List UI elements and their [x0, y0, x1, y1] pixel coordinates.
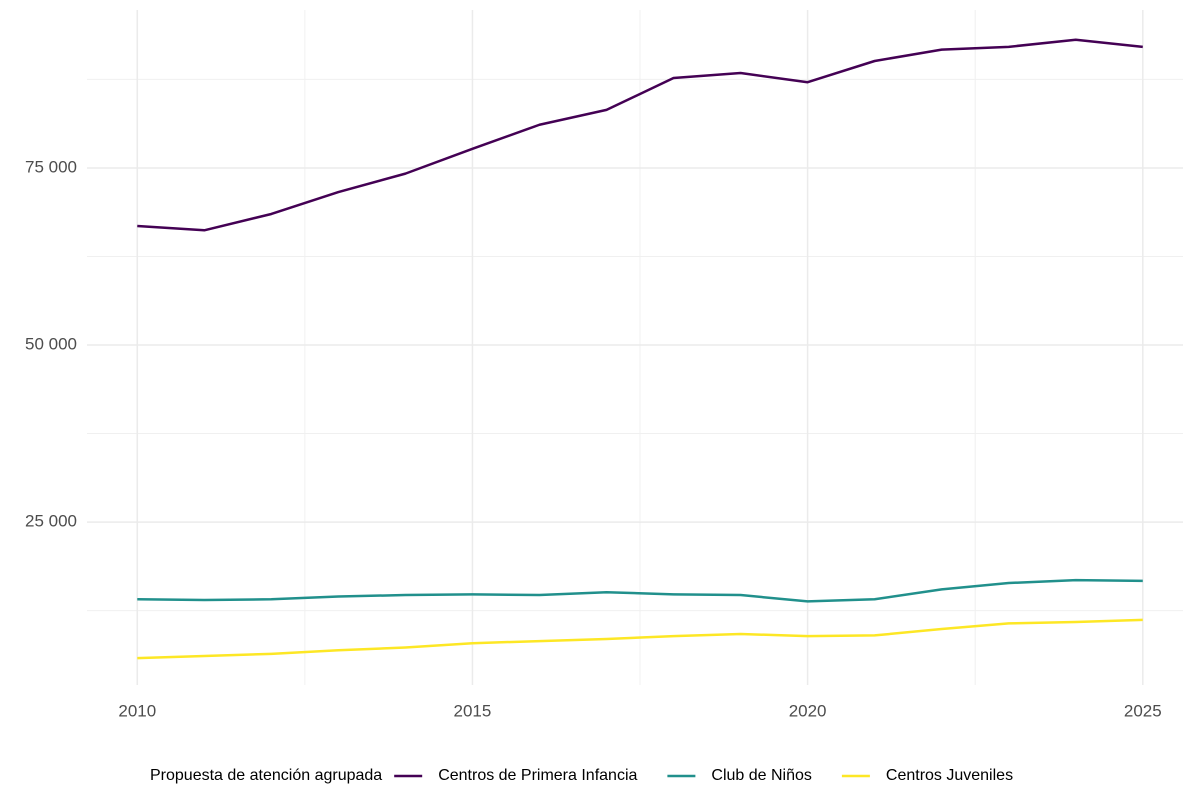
- x-tick-label: 2020: [789, 701, 827, 720]
- series-line: [137, 618, 1143, 660]
- y-tick-label: 75 000: [25, 157, 77, 176]
- legend-label: Centros Juveniles: [886, 767, 1013, 784]
- series-line: [137, 38, 1143, 232]
- y-tick-label: 50 000: [25, 335, 77, 354]
- legend-label: Club de Niños: [711, 767, 812, 784]
- x-tick-label: 2015: [454, 701, 492, 720]
- series-line: [137, 578, 1143, 603]
- y-tick-label: 25 000: [25, 512, 77, 531]
- x-tick-label: 2010: [118, 701, 156, 720]
- legend-title: Propuesta de atención agrupada: [150, 767, 382, 784]
- legend-label: Centros de Primera Infancia: [438, 767, 637, 784]
- x-tick-label: 2025: [1124, 701, 1162, 720]
